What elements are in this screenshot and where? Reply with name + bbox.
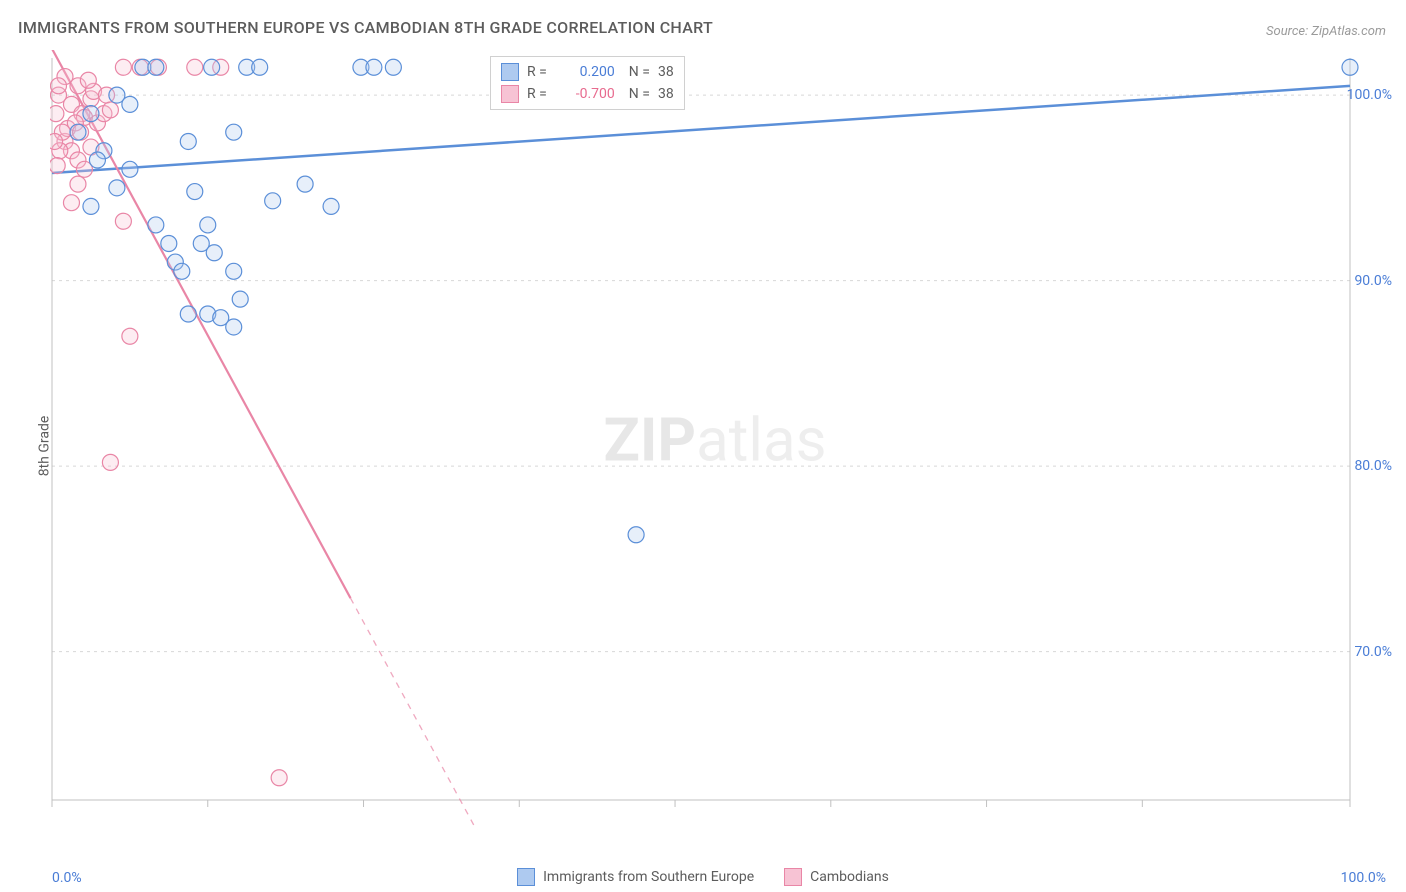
swatch-pink xyxy=(501,85,519,103)
scatter-chart xyxy=(50,50,1380,830)
legend-item-blue: Immigrants from Southern Europe xyxy=(517,868,754,886)
swatch-blue xyxy=(501,63,519,81)
r-label: R = xyxy=(527,64,547,80)
y-tick-label: 80.0% xyxy=(1354,458,1392,474)
y-tick-label: 100.0% xyxy=(1347,87,1392,103)
n-value-blue: 38 xyxy=(658,64,674,80)
chart-area: ZIPatlas xyxy=(50,50,1380,830)
legend-item-pink: Cambodians xyxy=(784,868,889,886)
legend-label-blue: Immigrants from Southern Europe xyxy=(543,869,754,885)
n-label-pink: N = xyxy=(629,86,650,102)
y-tick-label: 90.0% xyxy=(1354,273,1392,289)
n-label-blue: N = xyxy=(629,64,650,80)
r-label: R = xyxy=(527,86,547,102)
legend-top-row-blue: R = 0.200 N = 38 xyxy=(501,61,674,83)
swatch-pink-icon xyxy=(784,868,802,886)
legend-top-row-pink: R = -0.700 N = 38 xyxy=(501,83,674,105)
series-legend: Immigrants from Southern Europe Cambodia… xyxy=(0,868,1406,886)
legend-label-pink: Cambodians xyxy=(810,869,889,885)
r-value-pink: -0.700 xyxy=(555,86,615,102)
n-value-pink: 38 xyxy=(658,86,674,102)
swatch-blue-icon xyxy=(517,868,535,886)
correlation-legend: R = 0.200 N = 38 R = -0.700 N = 38 xyxy=(490,56,685,110)
source-label: Source: ZipAtlas.com xyxy=(1266,24,1386,39)
y-tick-label: 70.0% xyxy=(1354,644,1392,660)
chart-title: IMMIGRANTS FROM SOUTHERN EUROPE VS CAMBO… xyxy=(18,18,713,37)
r-value-blue: 0.200 xyxy=(555,64,615,80)
